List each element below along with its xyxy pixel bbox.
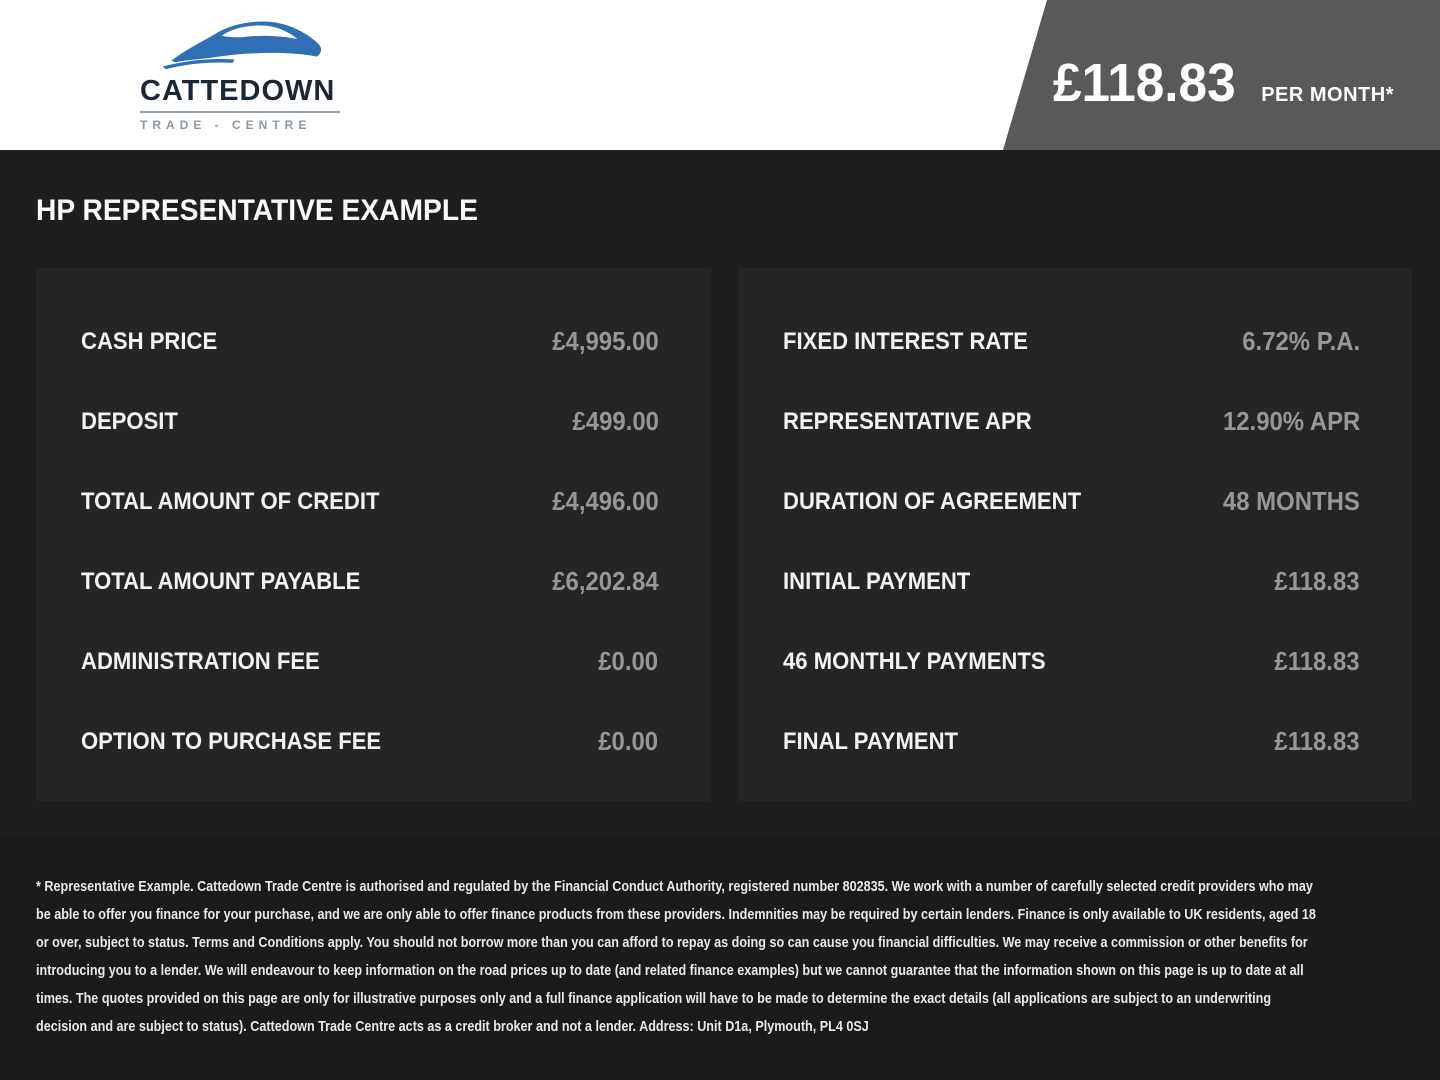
row-value: 12.90% APR bbox=[1222, 406, 1360, 436]
footer: * Representative Example. Cattedown Trad… bbox=[0, 838, 1440, 1080]
finance-row: ADMINISTRATION FEE £0.00 bbox=[81, 646, 659, 677]
row-label: CASH PRICE bbox=[81, 327, 218, 355]
row-value: £0.00 bbox=[598, 646, 659, 676]
row-label: TOTAL AMOUNT OF CREDIT bbox=[81, 487, 380, 515]
row-value: £118.83 bbox=[1274, 566, 1360, 596]
row-label: REPRESENTATIVE APR bbox=[782, 407, 1032, 435]
dealer-tagline: TRADE - CENTRE bbox=[140, 111, 340, 132]
row-value: £0.00 bbox=[598, 726, 659, 756]
header: CATTEDOWN TRADE - CENTRE £118.83 PER MON… bbox=[0, 0, 1440, 150]
finance-row: CASH PRICE £4,995.00 bbox=[81, 326, 659, 357]
row-value: £118.83 bbox=[1274, 646, 1360, 676]
dealer-logo: CATTEDOWN TRADE - CENTRE bbox=[140, 16, 340, 132]
row-label: ADMINISTRATION FEE bbox=[81, 647, 320, 675]
row-value: 48 MONTHS bbox=[1223, 486, 1360, 516]
finance-row: OPTION TO PURCHASE FEE £0.00 bbox=[81, 726, 659, 757]
page-title: HP REPRESENTATIVE EXAMPLE bbox=[36, 194, 478, 227]
row-value: £6,202.84 bbox=[552, 566, 659, 596]
finance-panel-right: FIXED INTEREST RATE 6.72% P.A. REPRESENT… bbox=[737, 268, 1412, 801]
monthly-price: £118.83 bbox=[1053, 53, 1236, 113]
row-value: 6.72% P.A. bbox=[1242, 326, 1360, 356]
row-label: DEPOSIT bbox=[81, 407, 178, 435]
disclaimer-text: * Representative Example. Cattedown Trad… bbox=[36, 878, 1316, 1035]
dealer-name: CATTEDOWN bbox=[140, 75, 336, 107]
finance-row: TOTAL AMOUNT OF CREDIT £4,496.00 bbox=[81, 486, 659, 517]
row-value: £4,995.00 bbox=[552, 326, 659, 356]
finance-row: DEPOSIT £499.00 bbox=[81, 406, 659, 437]
row-label: INITIAL PAYMENT bbox=[782, 567, 970, 595]
finance-row: INITIAL PAYMENT £118.83 bbox=[783, 566, 1361, 597]
finance-row: REPRESENTATIVE APR 12.90% APR bbox=[783, 406, 1361, 437]
row-value: £118.83 bbox=[1274, 726, 1360, 756]
row-label: FIXED INTEREST RATE bbox=[782, 327, 1028, 355]
row-value: £4,496.00 bbox=[552, 486, 659, 516]
row-label: DURATION OF AGREEMENT bbox=[782, 487, 1081, 515]
row-label: 46 MONTHLY PAYMENTS bbox=[782, 647, 1046, 675]
price-banner: £118.83 PER MONTH* bbox=[1003, 0, 1440, 150]
finance-panel-left: CASH PRICE £4,995.00 DEPOSIT £499.00 TOT… bbox=[36, 268, 711, 801]
finance-row: FINAL PAYMENT £118.83 bbox=[783, 726, 1361, 757]
row-label: OPTION TO PURCHASE FEE bbox=[81, 727, 382, 755]
row-value: £499.00 bbox=[572, 406, 659, 436]
finance-row: TOTAL AMOUNT PAYABLE £6,202.84 bbox=[81, 566, 659, 597]
row-label: FINAL PAYMENT bbox=[782, 727, 958, 755]
monthly-price-period: PER MONTH* bbox=[1261, 84, 1395, 106]
finance-panels: CASH PRICE £4,995.00 DEPOSIT £499.00 TOT… bbox=[36, 268, 1412, 801]
finance-row: 46 MONTHLY PAYMENTS £118.83 bbox=[783, 646, 1361, 677]
finance-row: DURATION OF AGREEMENT 48 MONTHS bbox=[783, 486, 1361, 517]
row-label: TOTAL AMOUNT PAYABLE bbox=[81, 567, 361, 595]
finance-row: FIXED INTEREST RATE 6.72% P.A. bbox=[783, 326, 1361, 357]
car-logo-icon bbox=[140, 16, 340, 77]
